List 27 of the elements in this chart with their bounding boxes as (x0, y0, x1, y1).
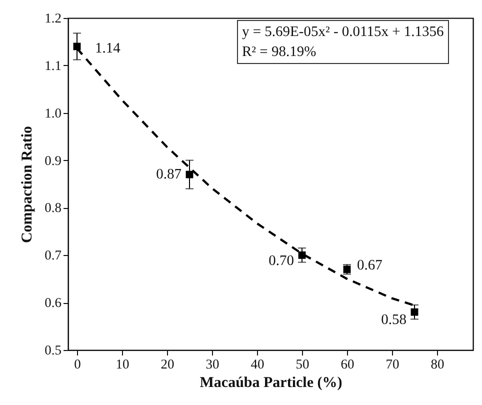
x-tick-label: 50 (296, 356, 310, 372)
data-label: 0.58 (381, 312, 406, 328)
data-label: 0.67 (357, 257, 382, 274)
x-tick-label: 60 (340, 356, 354, 372)
x-tick-label: 70 (386, 356, 400, 372)
y-tick-label: 0.9 (44, 152, 62, 168)
y-tick-label: 0.5 (44, 342, 62, 358)
annotation: y = 5.69E-05x² - 0.0115x + 1.1356 (242, 23, 444, 42)
data-label: 0.70 (268, 253, 294, 270)
x-tick-label: 80 (430, 356, 444, 372)
y-tick-label: 0.7 (44, 248, 62, 263)
y-tick-label: 0.6 (44, 295, 62, 310)
annotation: R² = 98.19% (242, 43, 318, 62)
data-label: 1.14 (95, 40, 122, 56)
y-tick-label: 1.1 (44, 58, 62, 73)
y-tick-label: 1.2 (44, 10, 62, 26)
x-tick-label: 40 (250, 356, 264, 372)
x-axis-title: Macaúba Particle (%) (200, 375, 342, 391)
y-axis-title: Compaction Ratio (20, 126, 36, 244)
x-tick-label: 10 (116, 356, 130, 372)
x-tick-label: 20 (160, 356, 174, 372)
data-label: 0.87 (156, 166, 182, 183)
point (410, 308, 418, 316)
x-tick-label: 0 (74, 356, 82, 372)
y-tick-label: 0.8 (44, 200, 62, 216)
y-tick-label: 1.0 (44, 105, 62, 120)
x-tick-label: 30 (206, 356, 220, 372)
